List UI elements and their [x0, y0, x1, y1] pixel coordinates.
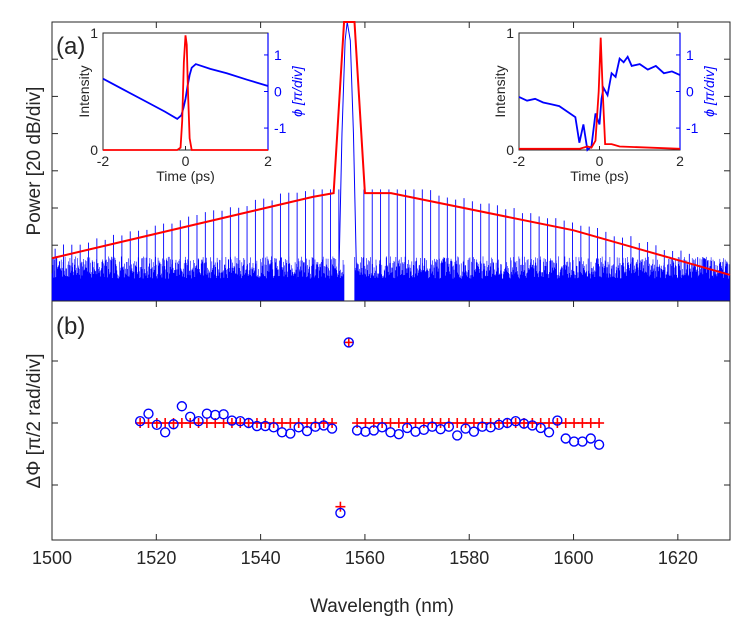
target-plus-marker [343, 337, 354, 348]
measured-circle-marker [360, 426, 371, 437]
measured-circle-marker [168, 419, 179, 430]
inset-xtick-label: 2 [264, 153, 272, 169]
inset-intensity-line [103, 35, 268, 151]
measured-circle-marker [193, 415, 204, 427]
measured-circle-marker [276, 427, 288, 438]
measured-circle-marker [393, 428, 405, 440]
envelope-line [51, 21, 731, 276]
inset-xlabel: Time (ps) [570, 168, 629, 184]
measured-circle-marker [443, 421, 455, 432]
target-plus-marker [335, 501, 346, 512]
inset-ytick-left-label: 0 [506, 142, 514, 158]
panel-b-ylabel: ΔΦ [π/2 rad/div] [24, 354, 45, 489]
inset-xtick-label: 2 [676, 153, 684, 169]
measured-circle-marker [185, 411, 196, 422]
x-tick-label: 1540 [241, 548, 281, 568]
x-tick-label: 1580 [449, 548, 489, 568]
panel-a-envelope [51, 21, 731, 276]
measured-circle-marker [343, 337, 354, 348]
measured-circle-marker [585, 433, 596, 444]
inset-ytick-right-label: 0 [274, 84, 282, 100]
measured-circle-marker [376, 422, 388, 433]
measured-circle-marker [385, 427, 396, 438]
inset-ylabel-right: ϕ [π/div] [289, 65, 305, 117]
measured-circle-marker [410, 426, 421, 437]
inset-ytick-right-label: -1 [686, 120, 699, 136]
panel-b-target-markers [135, 337, 605, 512]
inset-phase-line [102, 63, 269, 121]
inset-ylabel-left: Intensity [492, 65, 508, 117]
measured-circle-marker [535, 422, 546, 434]
x-tick-labels: 1500 1520 1540 1560 1580 1600 1620 [32, 548, 698, 568]
inset-ytick-right-label: 1 [274, 47, 282, 63]
inset-ytick-right-label: 1 [686, 47, 694, 63]
measured-circle-marker [593, 439, 605, 450]
panel-b-ticks [51, 301, 730, 540]
panel-a-label: (a) [56, 33, 85, 60]
measured-circle-marker [335, 507, 346, 519]
x-tick-label: 1500 [32, 548, 72, 568]
panel-b-frame [51, 300, 731, 541]
x-axis-label: Wavelength (nm) [310, 596, 454, 617]
measured-circle-marker [201, 408, 213, 419]
x-tick-label: 1520 [136, 548, 176, 568]
measured-circle-marker [401, 422, 413, 434]
inset-xtick-label: 0 [596, 153, 604, 169]
panel-b-measured-markers [134, 337, 605, 519]
inset-ytick-left-label: 1 [506, 25, 514, 41]
measured-circle-marker [285, 428, 296, 439]
inset-ytick-left-label: 1 [90, 25, 98, 41]
measured-circle-marker [552, 415, 563, 426]
measured-circle-marker [293, 422, 304, 433]
measured-circle-marker [218, 409, 229, 420]
inset-intensity-line [519, 37, 681, 150]
inset-ytick-right-label: -1 [274, 120, 287, 136]
measured-circle-marker [143, 408, 154, 419]
inset-phase-line [518, 54, 681, 152]
measured-circle-marker [159, 427, 171, 438]
inset-xlabel: Time (ps) [156, 168, 215, 184]
measured-circle-marker [452, 430, 463, 441]
measured-circle-marker [151, 419, 163, 431]
measured-circle-marker [268, 422, 279, 433]
inset-ylabel-left: Intensity [76, 65, 92, 117]
measured-circle-marker [176, 401, 188, 412]
measured-circle-marker [301, 425, 313, 437]
inset-xtick-label: -2 [97, 153, 110, 169]
inset-ytick-right-label: 0 [686, 84, 694, 100]
inset-frame [102, 32, 269, 151]
measured-circle-marker [134, 415, 146, 427]
measured-circle-marker [543, 427, 555, 438]
measured-circle-marker [468, 426, 480, 437]
inset-xtick-label: 0 [182, 153, 190, 169]
x-tick-label: 1620 [658, 548, 698, 568]
measured-circle-marker [326, 423, 338, 434]
inset-ytick-left-label: 0 [90, 142, 98, 158]
x-tick-label: 1600 [554, 548, 594, 568]
comb-noise-floor [51, 256, 730, 301]
inset-ylabel-right: ϕ [π/div] [701, 65, 717, 117]
inset-xtick-label: -2 [513, 153, 526, 169]
x-tick-label: 1560 [345, 548, 385, 568]
panel-a-comb [51, 21, 730, 302]
panel-a-ylabel: Power [20 dB/div] [24, 87, 45, 236]
panel-b-label: (b) [56, 313, 85, 340]
